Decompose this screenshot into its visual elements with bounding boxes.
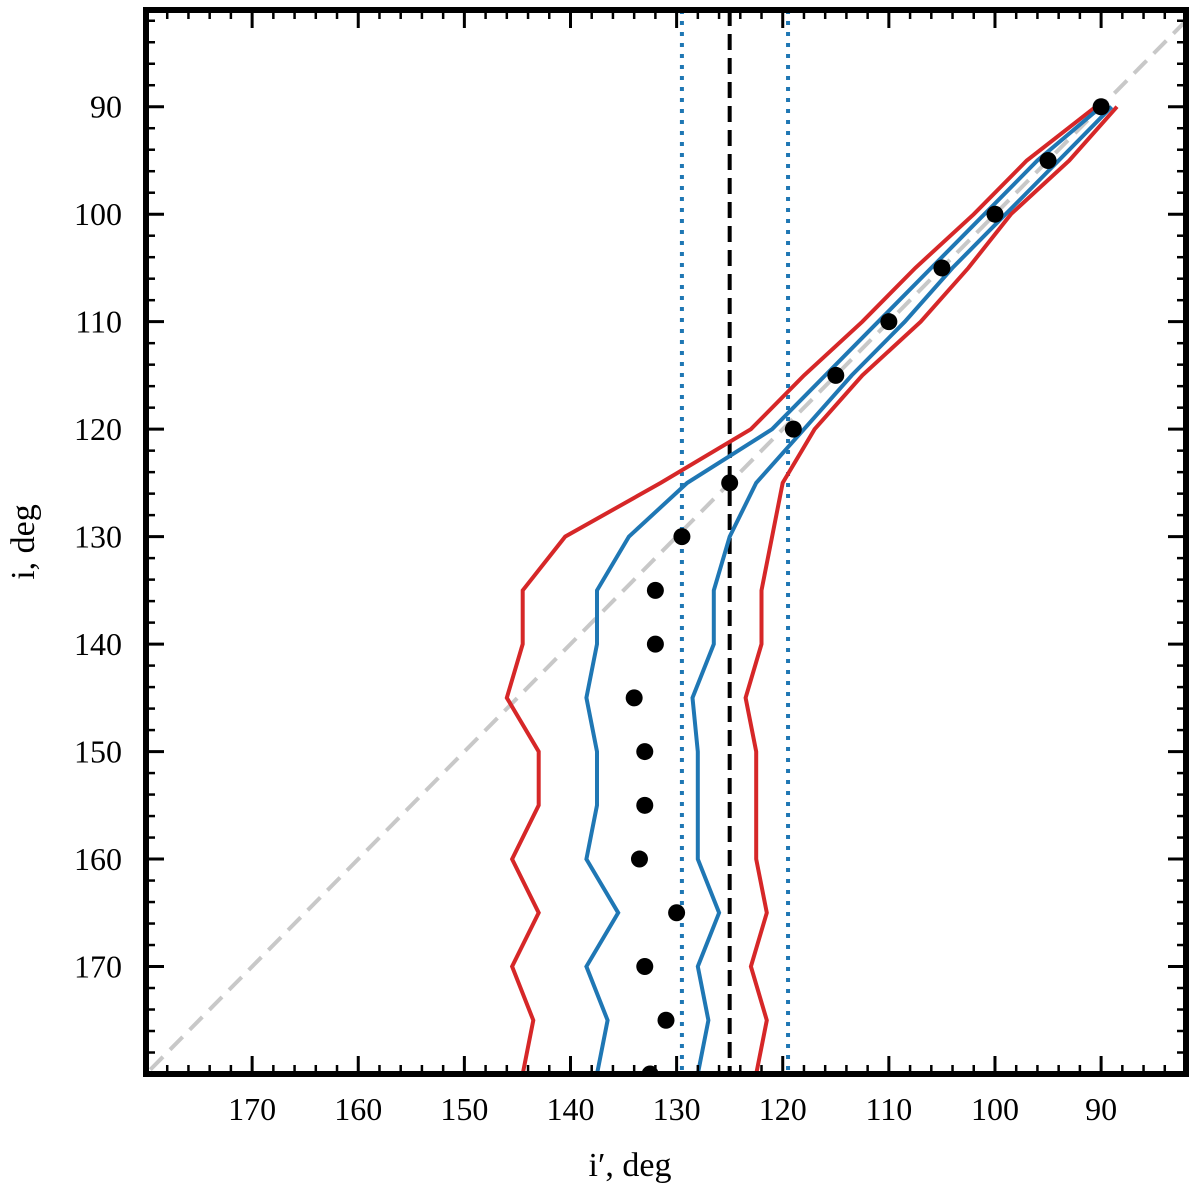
x-tick-label: 100 — [971, 1091, 1019, 1127]
x-tick-label: 140 — [546, 1091, 594, 1127]
x-tick-label: 110 — [865, 1091, 912, 1127]
data-point — [636, 743, 654, 761]
red-band-left-line — [504, 105, 1098, 1074]
y-tick-label: 160 — [74, 841, 122, 877]
data-point — [646, 581, 664, 599]
data-point — [636, 958, 654, 976]
y-tick-label: 130 — [74, 519, 122, 555]
tick-labels: 170 160 150 140 130 120 110 100 90 90 100 110 120 130… — [74, 89, 1117, 1127]
y-tick-label: 170 — [74, 949, 122, 985]
data-point — [1039, 151, 1057, 169]
y-tick-label: 100 — [74, 196, 122, 232]
x-tick-label: 170 — [228, 1091, 276, 1127]
data-point — [1092, 98, 1110, 116]
y-tick-label: 150 — [74, 734, 122, 770]
x-tick-label: 160 — [334, 1091, 382, 1127]
data-point — [721, 474, 739, 492]
data-point — [784, 420, 802, 438]
data-point — [827, 366, 845, 384]
data-point — [880, 313, 898, 331]
identity-line — [146, 19, 1186, 1074]
data-point — [636, 796, 654, 814]
y-tick-label: 110 — [75, 304, 122, 340]
x-tick-label: 120 — [759, 1091, 807, 1127]
x-tick-label: 90 — [1085, 1091, 1117, 1127]
data-point — [630, 850, 648, 868]
data-point — [986, 205, 1004, 223]
y-tick-label: 120 — [74, 411, 122, 447]
y-axis-title: i, deg — [5, 504, 42, 580]
x-tick-label: 150 — [440, 1091, 488, 1127]
data-point — [933, 259, 951, 277]
x-axis-title: i′, deg — [589, 1147, 672, 1184]
plot-data-layer — [146, 10, 1186, 1074]
blue-band-left-line — [584, 105, 1103, 1074]
red-band-right-line — [743, 105, 1119, 1074]
data-point — [673, 528, 691, 546]
data-point — [625, 689, 643, 707]
data-point — [668, 904, 686, 922]
y-tick-label: 90 — [90, 89, 122, 125]
blue-band-right-line — [690, 105, 1114, 1074]
data-point — [646, 635, 664, 653]
data-point — [657, 1011, 675, 1029]
x-tick-label: 130 — [653, 1091, 701, 1127]
plot-frame — [143, 7, 1189, 1077]
y-tick-label: 140 — [74, 626, 122, 662]
